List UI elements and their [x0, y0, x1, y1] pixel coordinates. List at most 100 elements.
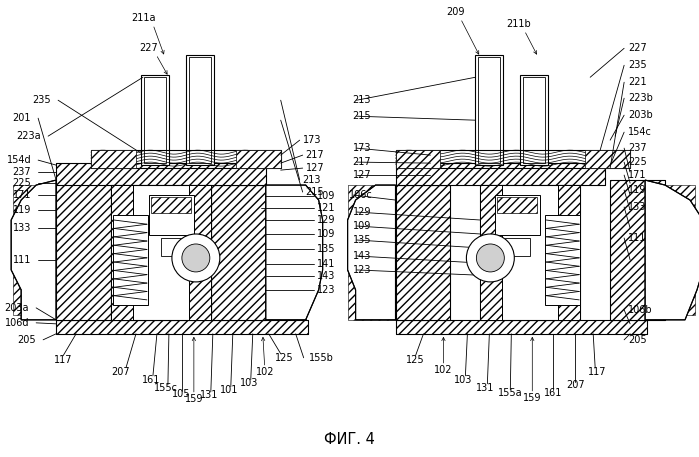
Text: 205: 205: [628, 335, 647, 345]
Bar: [480, 185, 503, 320]
Bar: [478, 57, 500, 163]
Text: 143: 143: [352, 251, 371, 261]
Text: 133: 133: [628, 202, 647, 212]
Bar: [56, 180, 111, 320]
Bar: [91, 150, 136, 168]
Bar: [498, 197, 538, 213]
Text: 223b: 223b: [628, 93, 653, 103]
Text: 106b: 106b: [628, 305, 653, 315]
Bar: [91, 150, 281, 168]
Bar: [396, 320, 647, 334]
Bar: [236, 150, 281, 168]
Bar: [56, 320, 308, 334]
Text: 205: 205: [17, 335, 36, 345]
Bar: [111, 185, 211, 320]
Bar: [475, 55, 503, 165]
Text: ФИГ. 4: ФИГ. 4: [324, 432, 375, 447]
Text: 213: 213: [303, 175, 321, 185]
Text: 106d: 106d: [5, 318, 29, 328]
Bar: [396, 163, 605, 185]
Text: 203b: 203b: [628, 110, 653, 120]
Bar: [56, 163, 266, 185]
Text: 203a: 203a: [5, 303, 29, 313]
Text: 225: 225: [628, 157, 647, 167]
Text: 207: 207: [112, 367, 130, 377]
Bar: [111, 185, 133, 320]
Text: 105: 105: [172, 389, 190, 399]
Text: 102: 102: [434, 365, 453, 375]
Text: 117: 117: [54, 355, 72, 365]
Bar: [111, 185, 133, 320]
Bar: [151, 197, 191, 213]
Bar: [144, 77, 166, 163]
Bar: [545, 215, 580, 305]
Text: 141: 141: [317, 259, 335, 269]
Bar: [141, 75, 169, 165]
Text: 117: 117: [588, 367, 607, 377]
Bar: [396, 185, 450, 320]
Text: 125: 125: [406, 355, 425, 365]
Bar: [113, 215, 148, 305]
Text: 129: 129: [352, 207, 371, 217]
Circle shape: [172, 234, 219, 282]
Text: 129: 129: [317, 215, 335, 225]
Text: 111: 111: [628, 233, 647, 243]
Text: 125: 125: [275, 353, 294, 363]
Bar: [585, 150, 630, 168]
Polygon shape: [266, 185, 323, 320]
Bar: [189, 57, 211, 163]
Text: 111: 111: [13, 255, 31, 265]
Text: 155a: 155a: [498, 388, 523, 398]
Text: 227: 227: [628, 43, 647, 53]
Text: 109: 109: [352, 221, 371, 231]
Bar: [211, 185, 266, 320]
Text: 159: 159: [523, 393, 542, 403]
Text: 109: 109: [317, 191, 335, 201]
Text: 119: 119: [628, 185, 647, 195]
Text: 154c: 154c: [628, 127, 652, 137]
Polygon shape: [645, 180, 699, 320]
Text: 127: 127: [352, 170, 371, 180]
Bar: [266, 185, 305, 320]
Text: 215: 215: [352, 111, 371, 121]
Text: 223a: 223a: [17, 131, 41, 141]
Text: 109: 109: [317, 229, 335, 239]
Text: 119: 119: [13, 205, 31, 215]
Text: 123: 123: [352, 265, 371, 275]
Text: 225: 225: [13, 178, 31, 188]
Text: 131: 131: [476, 383, 495, 393]
Text: 171: 171: [628, 170, 647, 180]
Text: 161: 161: [544, 388, 563, 398]
Bar: [524, 77, 545, 163]
Text: 155c: 155c: [154, 383, 178, 393]
Bar: [186, 55, 214, 165]
Text: 217: 217: [305, 150, 324, 160]
Bar: [610, 180, 665, 320]
Text: 143: 143: [317, 271, 335, 281]
Bar: [56, 320, 308, 334]
Text: 103: 103: [454, 375, 473, 385]
Text: 227: 227: [140, 43, 158, 53]
Circle shape: [477, 244, 505, 272]
Text: 235: 235: [628, 60, 647, 70]
Polygon shape: [11, 180, 56, 320]
Text: 217: 217: [352, 157, 371, 167]
Text: 154d: 154d: [6, 155, 31, 165]
Text: 201: 201: [13, 113, 31, 123]
Text: 102: 102: [256, 367, 274, 377]
Bar: [480, 185, 580, 320]
Text: 173: 173: [303, 135, 321, 145]
Bar: [396, 150, 630, 168]
Text: 171: 171: [13, 190, 31, 200]
Text: 135: 135: [352, 235, 371, 245]
Bar: [396, 320, 647, 334]
Text: 131: 131: [200, 390, 218, 400]
Bar: [56, 180, 111, 320]
Bar: [396, 150, 440, 168]
Bar: [13, 185, 56, 315]
Bar: [347, 185, 396, 320]
Text: 237: 237: [628, 143, 647, 153]
Text: 159: 159: [185, 394, 203, 404]
Bar: [56, 163, 266, 185]
Text: 106c: 106c: [349, 190, 373, 200]
